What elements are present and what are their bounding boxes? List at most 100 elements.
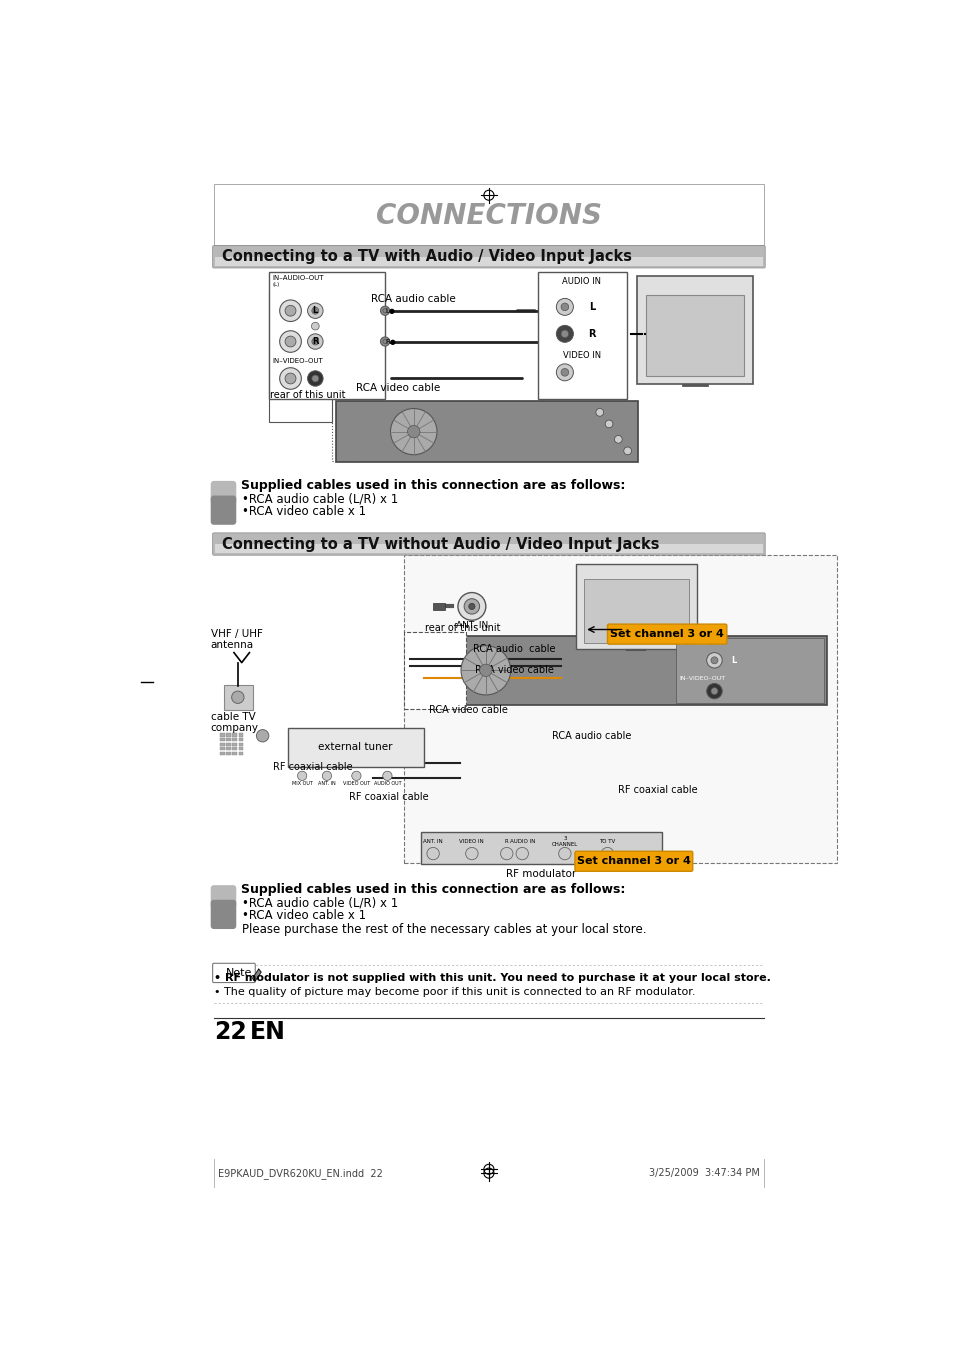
FancyBboxPatch shape — [537, 273, 626, 400]
Circle shape — [560, 330, 568, 338]
Circle shape — [285, 373, 295, 384]
Text: Supplied cables used in this connection are as follows:: Supplied cables used in this connection … — [241, 480, 624, 492]
FancyBboxPatch shape — [421, 832, 661, 865]
Text: Set channel 3 or 4: Set channel 3 or 4 — [610, 630, 723, 639]
FancyBboxPatch shape — [220, 753, 224, 755]
Circle shape — [623, 447, 631, 455]
Text: TO TV: TO TV — [598, 839, 615, 844]
Circle shape — [468, 604, 475, 609]
Text: Set channel 3 or 4: Set channel 3 or 4 — [577, 857, 690, 866]
FancyBboxPatch shape — [233, 747, 236, 750]
Text: R: R — [504, 839, 508, 844]
Circle shape — [382, 308, 387, 313]
Text: •RCA video cable x 1: •RCA video cable x 1 — [242, 505, 366, 519]
FancyBboxPatch shape — [213, 963, 255, 982]
FancyBboxPatch shape — [675, 638, 823, 703]
FancyBboxPatch shape — [226, 753, 231, 755]
Circle shape — [460, 646, 510, 694]
Circle shape — [256, 730, 269, 742]
Text: 22: 22 — [213, 1020, 246, 1044]
Text: VIDEO IN: VIDEO IN — [459, 839, 484, 844]
Circle shape — [390, 408, 436, 455]
FancyBboxPatch shape — [233, 743, 236, 746]
FancyBboxPatch shape — [575, 851, 692, 871]
Text: VIDEO OUT: VIDEO OUT — [342, 781, 370, 786]
Circle shape — [307, 334, 323, 349]
Text: ANT. IN: ANT. IN — [423, 839, 442, 844]
Text: rear of this unit: rear of this unit — [270, 389, 346, 400]
FancyBboxPatch shape — [213, 246, 764, 267]
Text: E9PKAUD_DVR620KU_EN.indd  22: E9PKAUD_DVR620KU_EN.indd 22 — [218, 1167, 383, 1178]
Text: EN: EN — [249, 1020, 285, 1044]
FancyBboxPatch shape — [214, 544, 762, 554]
Text: 3
CHANNEL: 3 CHANNEL — [551, 836, 578, 847]
Text: Connecting to a TV with Audio / Video Input Jacks: Connecting to a TV with Audio / Video In… — [221, 250, 631, 265]
FancyBboxPatch shape — [211, 496, 236, 524]
Circle shape — [232, 692, 244, 704]
Circle shape — [380, 307, 390, 315]
FancyBboxPatch shape — [335, 401, 638, 462]
Circle shape — [558, 847, 571, 859]
FancyBboxPatch shape — [233, 738, 236, 742]
FancyBboxPatch shape — [238, 743, 243, 746]
Text: 3/25/2009  3:47:34 PM: 3/25/2009 3:47:34 PM — [648, 1169, 759, 1178]
Text: external tuner: external tuner — [318, 742, 393, 753]
FancyBboxPatch shape — [211, 900, 236, 929]
Circle shape — [556, 326, 573, 342]
Circle shape — [312, 307, 318, 315]
FancyBboxPatch shape — [408, 636, 826, 705]
FancyBboxPatch shape — [238, 747, 243, 750]
Circle shape — [614, 435, 621, 443]
Circle shape — [479, 665, 492, 677]
Circle shape — [380, 336, 390, 346]
FancyBboxPatch shape — [269, 292, 332, 423]
Text: • RF modulator is not supplied with this unit. You need to purchase it at your l: • RF modulator is not supplied with this… — [213, 973, 770, 984]
FancyBboxPatch shape — [226, 734, 231, 736]
FancyBboxPatch shape — [645, 296, 743, 376]
Text: Supplied cables used in this connection are as follows:: Supplied cables used in this connection … — [241, 884, 624, 896]
FancyBboxPatch shape — [213, 532, 764, 555]
Text: AUDIO IN: AUDIO IN — [562, 277, 600, 286]
Circle shape — [312, 376, 318, 382]
FancyBboxPatch shape — [226, 743, 231, 746]
Text: •RCA audio cable (L/R) x 1: •RCA audio cable (L/R) x 1 — [242, 492, 398, 505]
Text: IN–AUDIO–OUT: IN–AUDIO–OUT — [273, 276, 324, 281]
Text: rear of this unit: rear of this unit — [425, 623, 500, 634]
Circle shape — [560, 369, 568, 376]
Text: L: L — [588, 301, 595, 312]
Text: VIDEO IN: VIDEO IN — [562, 351, 600, 359]
Circle shape — [307, 303, 323, 319]
Text: AUDIO OUT: AUDIO OUT — [374, 781, 401, 786]
FancyBboxPatch shape — [214, 257, 762, 266]
Circle shape — [312, 338, 318, 345]
Circle shape — [600, 847, 613, 859]
FancyBboxPatch shape — [220, 743, 224, 746]
Circle shape — [516, 847, 528, 859]
FancyBboxPatch shape — [238, 738, 243, 742]
Text: R: R — [588, 328, 595, 339]
Circle shape — [311, 323, 319, 330]
Text: RF modulator: RF modulator — [506, 869, 577, 878]
FancyBboxPatch shape — [637, 276, 753, 384]
FancyBboxPatch shape — [213, 184, 763, 246]
Circle shape — [382, 339, 387, 343]
Text: L: L — [730, 655, 736, 665]
FancyBboxPatch shape — [288, 728, 423, 766]
FancyBboxPatch shape — [583, 580, 688, 643]
Circle shape — [556, 363, 573, 381]
Circle shape — [604, 420, 612, 428]
Text: ANT. IN: ANT. IN — [456, 621, 488, 630]
Text: RCA audio  cable: RCA audio cable — [473, 644, 556, 654]
FancyBboxPatch shape — [269, 273, 385, 400]
Text: AUDIO IN: AUDIO IN — [509, 839, 535, 844]
Circle shape — [279, 331, 301, 353]
Text: R: R — [312, 336, 318, 346]
Circle shape — [457, 593, 485, 620]
Text: RCA audio cable: RCA audio cable — [371, 295, 456, 304]
Circle shape — [279, 300, 301, 322]
Text: RF coaxial cable: RF coaxial cable — [618, 785, 697, 794]
FancyBboxPatch shape — [404, 632, 466, 709]
Circle shape — [285, 305, 295, 316]
Circle shape — [710, 688, 718, 694]
Text: L: L — [313, 307, 317, 315]
